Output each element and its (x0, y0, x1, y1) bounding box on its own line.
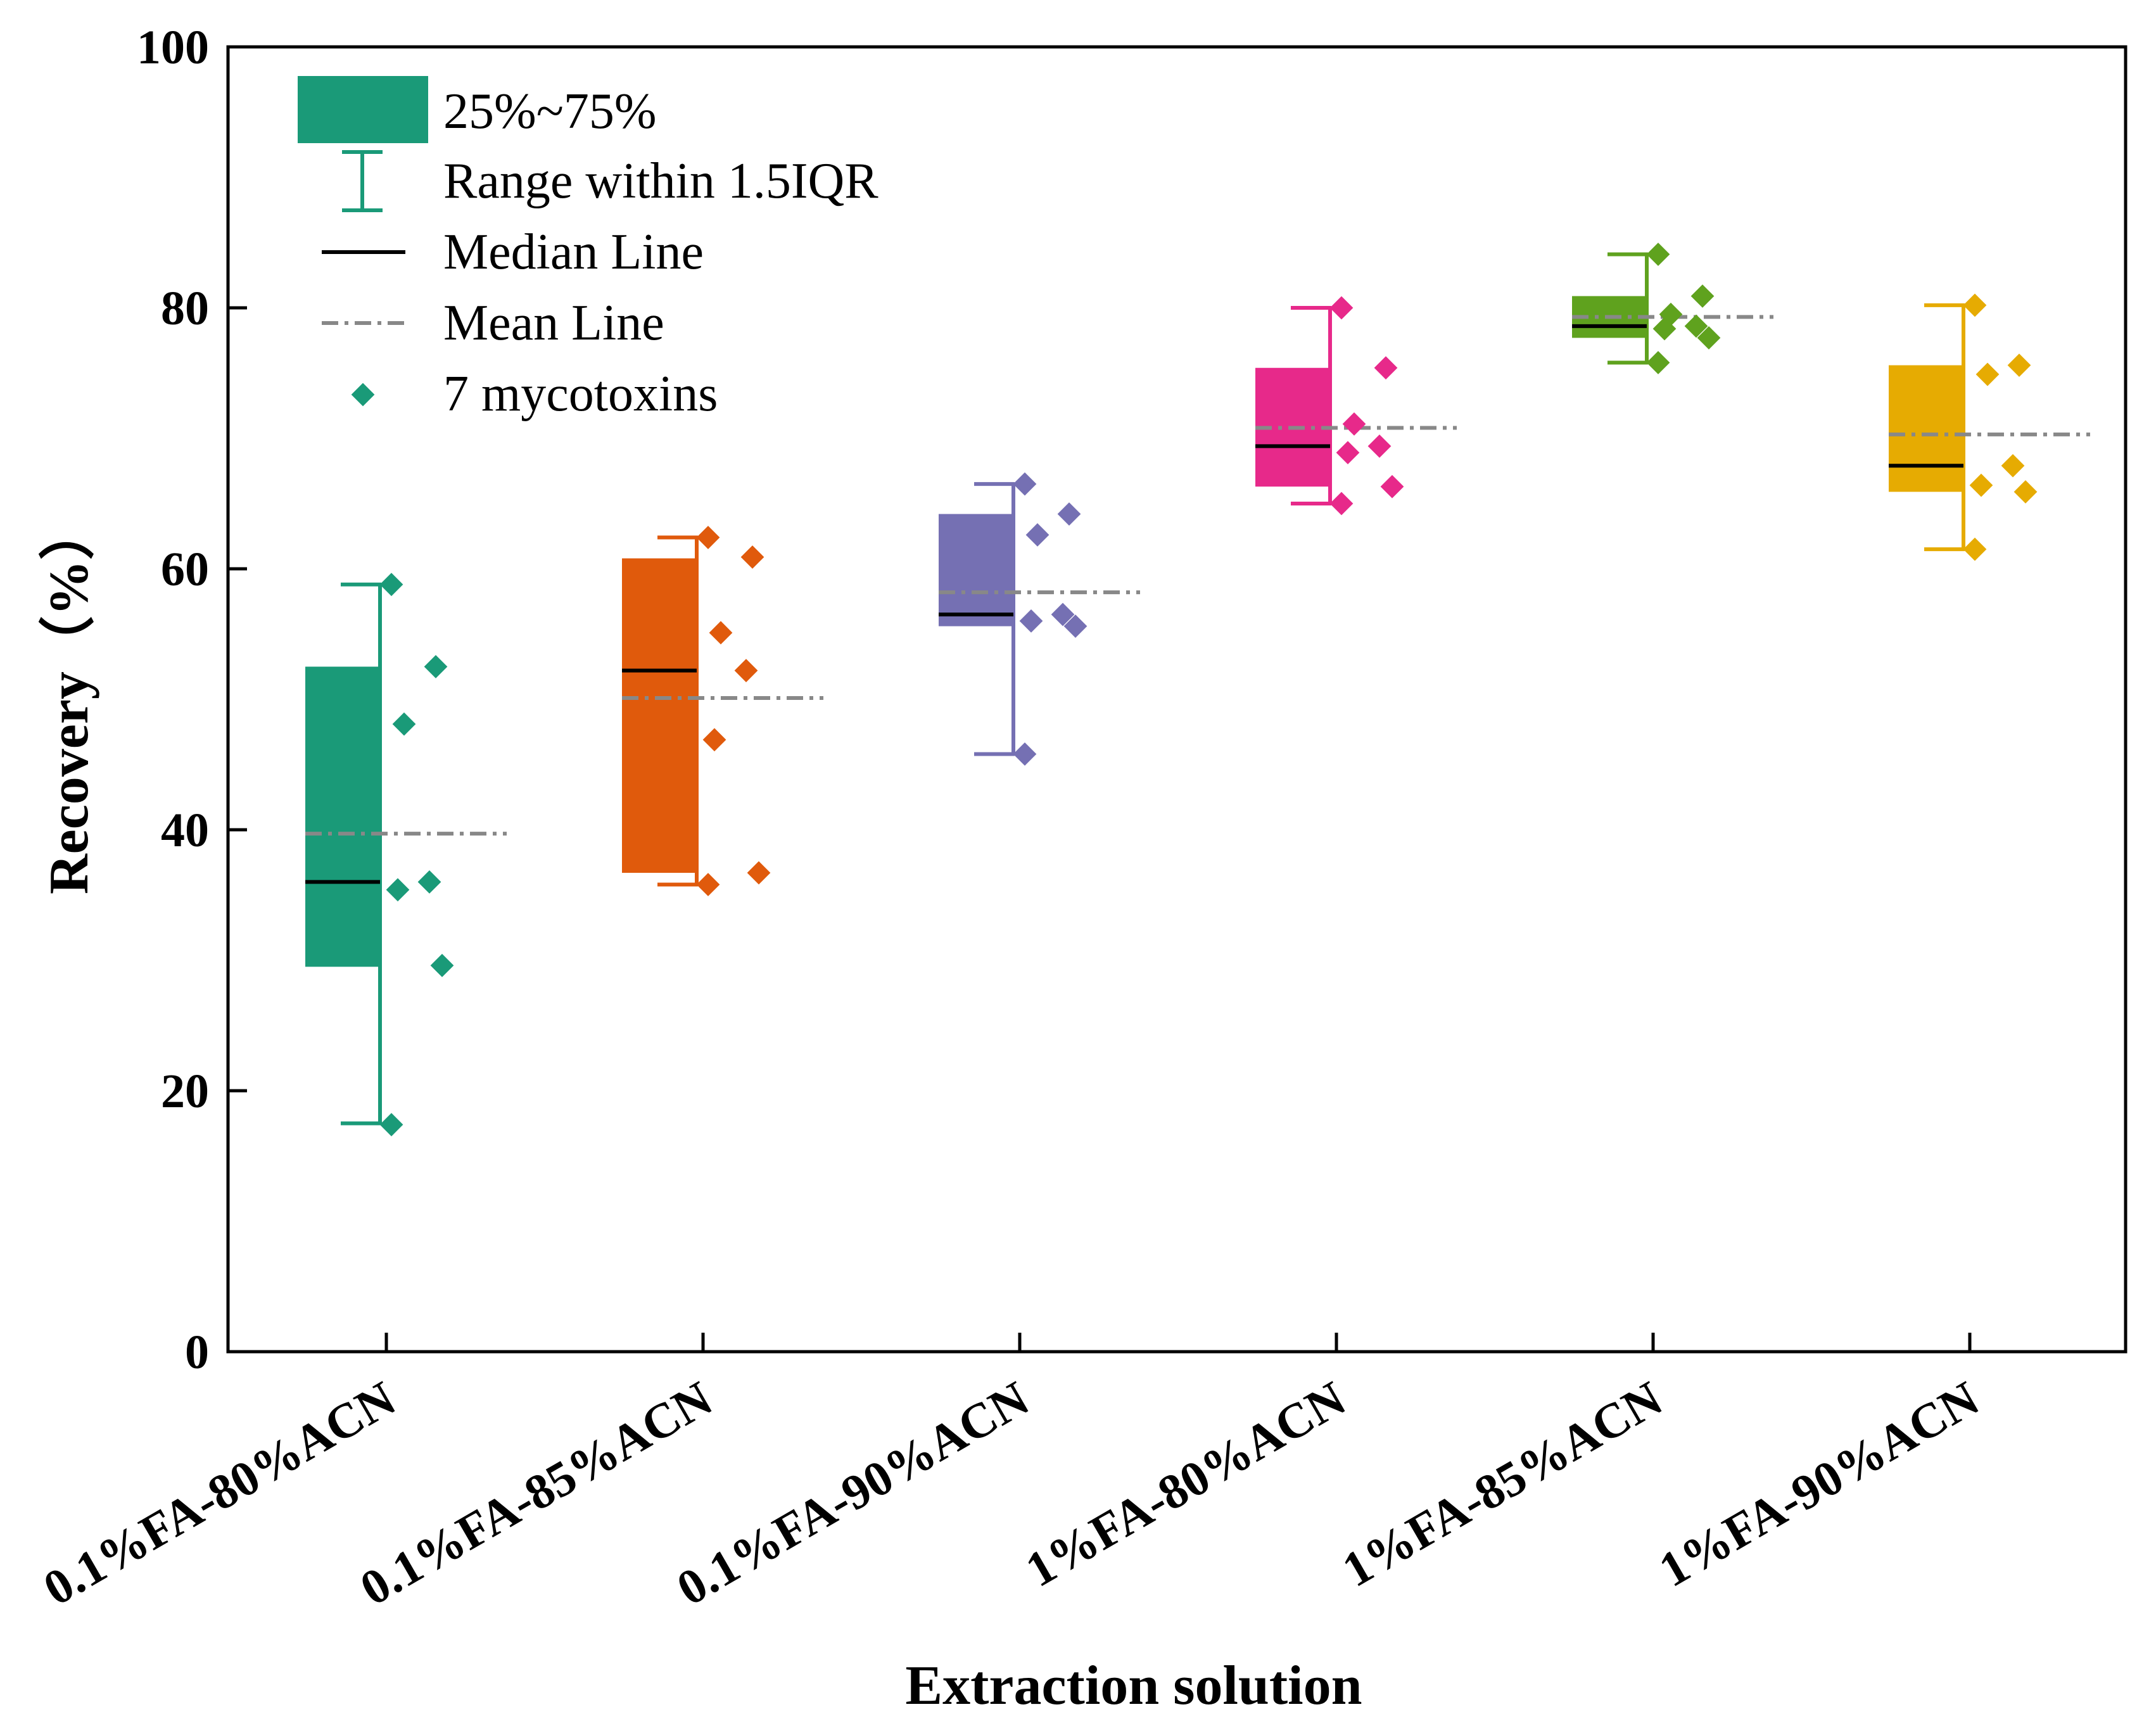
data-point (1963, 537, 1987, 561)
data-point (709, 621, 733, 645)
box-iqr (1889, 365, 1963, 492)
data-point (1374, 356, 1398, 380)
plot-layer (305, 243, 2090, 1136)
data-point (1963, 293, 1987, 317)
box-iqr (939, 514, 1013, 626)
y-tick-label: 80 (161, 282, 209, 335)
x-tick-label: 0.1%FA-80%ACN (34, 1370, 404, 1616)
data-point (696, 873, 720, 896)
y-tick-label: 40 (161, 804, 209, 857)
y-axis-title: Recovery（%） (39, 504, 100, 894)
data-point (1975, 362, 2000, 386)
data-point (1329, 492, 1354, 516)
data-point (379, 573, 403, 597)
data-point (1063, 614, 1088, 638)
data-point (1380, 474, 1404, 498)
data-point (1646, 243, 1670, 266)
data-point (702, 728, 726, 752)
data-point (1013, 742, 1037, 766)
data-point (430, 953, 454, 977)
y-tick-label: 0 (185, 1326, 209, 1379)
box-iqr (622, 558, 697, 873)
plot-frame (226, 45, 2127, 1354)
legend-box-swatch (298, 76, 428, 143)
x-axis-title: Extraction solution (905, 1655, 1362, 1717)
data-point (386, 878, 410, 902)
data-point (1057, 502, 1081, 526)
data-point (747, 861, 771, 885)
y-tick-label: 20 (161, 1065, 209, 1118)
data-point (1690, 284, 1715, 308)
data-point (424, 655, 448, 678)
data-point (1367, 434, 1392, 458)
data-point (2013, 480, 2038, 504)
x-tick-label: 0.1%FA-85%ACN (351, 1370, 721, 1616)
legend-label-median: Median Line (443, 224, 704, 280)
data-point (740, 545, 764, 569)
x-tick-label: 0.1%FA-90%ACN (668, 1370, 1037, 1616)
data-point (1336, 441, 1360, 465)
data-point (1969, 473, 1993, 497)
legend-label-mean: Mean Line (443, 295, 664, 351)
legend-point-swatch (351, 383, 375, 407)
legend: 25%~75% Range within 1.5IQR Median Line … (298, 76, 878, 422)
data-point (2007, 353, 2031, 378)
data-point (1342, 412, 1366, 436)
data-point (392, 712, 416, 736)
legend-label-box: 25%~75% (443, 84, 657, 139)
data-point (696, 526, 720, 549)
y-tick-label: 100 (137, 21, 209, 74)
legend-label-points: 7 mycotoxins (443, 366, 718, 422)
x-tick-label: 1%FA-85%ACN (1333, 1370, 1671, 1597)
data-point (734, 659, 758, 683)
legend-whisker-swatch (342, 150, 383, 212)
data-point (1329, 296, 1354, 320)
legend-label-whisker: Range within 1.5IQR (443, 153, 878, 209)
data-point (417, 870, 441, 894)
data-point (2001, 454, 2025, 478)
box-iqr (305, 666, 380, 967)
x-tick-label: 1%FA-80%ACN (1017, 1370, 1355, 1597)
data-point (1646, 351, 1670, 374)
y-tick-label: 60 (161, 543, 209, 596)
data-point (379, 1113, 403, 1136)
data-point (1019, 609, 1043, 633)
x-tick-label: 1%FA-90%ACN (1650, 1370, 1988, 1597)
data-point (1697, 326, 1721, 350)
data-point (1013, 472, 1037, 496)
data-point (1025, 523, 1049, 547)
data-point (1051, 602, 1075, 626)
